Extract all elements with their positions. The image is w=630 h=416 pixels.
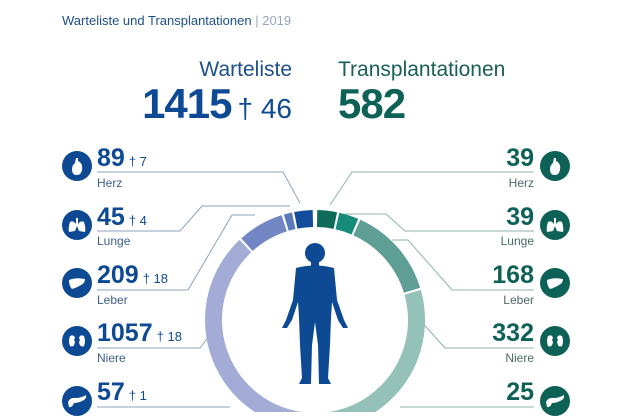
waitlist-heading: Warteliste [199, 58, 292, 81]
right-leber-label: Leber [503, 293, 534, 307]
right-pankreas-value: 25 [506, 378, 534, 406]
waitlist-total: 1415 † 46 [142, 80, 292, 128]
connector-right-lunge [345, 213, 534, 232]
waitlist-total-value: 1415 [142, 80, 232, 127]
connector-left-leber [97, 214, 255, 291]
left-leber-deaths: † 18 [142, 271, 169, 286]
waitlist-segment-leber [241, 215, 287, 251]
lungs-icon [540, 210, 570, 240]
left-niere-value-row: 1057 † 18 [97, 321, 182, 349]
kidneys-icon [62, 326, 92, 356]
connector-right-niere [417, 317, 534, 349]
left-herz-deaths: † 7 [128, 154, 147, 169]
left-lunge-deaths: † 4 [128, 213, 147, 228]
connector-left-lunge [97, 205, 290, 232]
page-title: Warteliste und Transplantationen | 2019 [62, 13, 291, 28]
left-herz-value: 89 [97, 144, 125, 172]
left-niere-deaths: † 18 [156, 329, 182, 344]
left-lunge-value-row: 45 † 4 [97, 205, 147, 233]
title-year: 2019 [262, 13, 292, 28]
left-herz-value-row: 89 † 7 [97, 146, 147, 174]
connector-left-niere [97, 334, 211, 349]
transplant-total-value: 582 [338, 80, 406, 127]
right-niere-value: 332 [492, 319, 534, 347]
right-herz-label: Herz [508, 176, 534, 190]
right-leber-value: 168 [492, 261, 534, 289]
transplant-segment-herz [316, 210, 338, 229]
right-niere-label: Niere [505, 351, 534, 365]
heart-icon [62, 151, 92, 181]
right-lunge-value: 39 [506, 203, 534, 231]
left-niere-label: Niere [97, 351, 126, 365]
waitlist-segment-lunge [283, 212, 296, 231]
left-leber-label: Leber [97, 293, 128, 307]
heart-icon [540, 151, 570, 181]
waitlist-segment-herz [294, 210, 314, 229]
left-niere-value: 1057 [97, 319, 153, 347]
pancreas-icon [62, 386, 92, 416]
transplant-segment-niere [328, 289, 425, 412]
left-pankreas-value-row: 57 † 1 [97, 380, 147, 408]
left-lunge-value: 45 [97, 203, 125, 231]
connector-right-herz [329, 171, 534, 206]
waitlist-segment-niere [205, 239, 302, 412]
connector-left-herz [97, 171, 301, 204]
liver-icon [62, 268, 92, 298]
donut-segments [205, 210, 425, 412]
right-lunge-label: Lunge [500, 234, 534, 248]
title-separator: | [255, 13, 259, 28]
left-herz-label: Herz [97, 176, 123, 190]
kidneys-icon [540, 326, 570, 356]
title-text: Warteliste und Transplantationen [62, 13, 252, 28]
transplant-segment-leber [353, 219, 421, 293]
left-pankreas-value: 57 [97, 378, 125, 406]
lungs-icon [62, 210, 92, 240]
human-figure-icon [282, 243, 348, 384]
pancreas-icon [540, 386, 570, 416]
transplant-heading: Transplantationen [338, 58, 506, 81]
connector-right-leber [392, 239, 534, 291]
left-lunge-label: Lunge [97, 234, 131, 248]
waitlist-deaths: † 46 [237, 93, 293, 124]
left-leber-value-row: 209 † 18 [97, 263, 168, 291]
liver-icon [540, 268, 570, 298]
left-leber-value: 209 [97, 261, 139, 289]
right-herz-value: 39 [506, 144, 534, 172]
transplant-segment-lunge [335, 212, 359, 235]
left-pankreas-deaths: † 1 [128, 388, 147, 403]
